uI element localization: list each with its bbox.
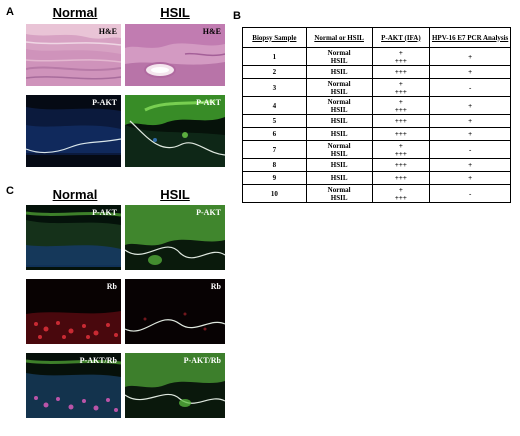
sample-cell: 10	[242, 184, 307, 203]
header-normal-or-hsil: Normal or HSIL	[305, 27, 373, 48]
c-hsil-rb-micrograph: Rb	[125, 279, 225, 344]
pakt-cell: + +++	[371, 184, 431, 203]
pakt-cell: +++	[371, 158, 431, 172]
c-normal-merge-micrograph: P-AKT/Rb	[26, 353, 121, 418]
sample-cell: 8	[242, 158, 307, 172]
panel-label-c: C	[6, 185, 14, 197]
table-row: 8 HSIL +++ +	[242, 158, 511, 172]
tissue-cell: HSIL	[305, 158, 373, 172]
header-biopsy-sample: Biopsy Sample	[242, 27, 307, 48]
c-normal-merge-label: P-AKT/Rb	[79, 356, 117, 365]
c-hsil-rb-label: Rb	[210, 282, 221, 291]
tissue-cell: Normal HSIL	[305, 184, 373, 203]
table-row: 5 HSIL +++ +	[242, 114, 511, 128]
panel-c-normal-heading: Normal	[52, 187, 98, 202]
pcr-cell: +	[429, 65, 511, 79]
pcr-cell: +	[429, 171, 511, 185]
panel-label-b: B	[233, 10, 241, 22]
tissue-cell: HSIL	[305, 127, 373, 141]
table-row: 2 HSIL +++ +	[242, 65, 511, 79]
sample-cell: 2	[242, 65, 307, 79]
tissue-cell: HSIL	[305, 114, 373, 128]
pakt-cell: + +++	[371, 78, 431, 97]
hsil-he-micrograph: H&E	[125, 24, 225, 86]
c-hsil-pakt-micrograph: P-AKT	[125, 205, 225, 270]
panel-label-a: A	[6, 6, 14, 18]
pcr-cell: +	[429, 96, 511, 115]
pakt-cell: +++	[371, 127, 431, 141]
table-row: 10 Normal HSIL + +++ -	[242, 184, 511, 203]
sample-cell: 9	[242, 171, 307, 185]
hsil-he-label: H&E	[202, 27, 221, 36]
pakt-cell: +++	[371, 171, 431, 185]
tissue-cell: HSIL	[305, 65, 373, 79]
pcr-cell: +	[429, 158, 511, 172]
sample-cell: 6	[242, 127, 307, 141]
pcr-cell: +	[429, 114, 511, 128]
pakt-cell: + +++	[371, 140, 431, 159]
normal-pakt-label: P-AKT	[92, 98, 117, 107]
table-row: 9 HSIL +++ +	[242, 171, 511, 185]
sample-cell: 1	[242, 47, 307, 66]
hsil-pakt-micrograph: P-AKT	[125, 95, 225, 167]
pcr-cell: -	[429, 140, 511, 159]
pcr-cell: +	[429, 127, 511, 141]
panel-a-hsil-heading: HSIL	[160, 5, 190, 20]
header-hpv-pcr: HPV-16 E7 PCR Analysis	[429, 27, 511, 48]
pakt-cell: +++	[371, 114, 431, 128]
sample-cell: 5	[242, 114, 307, 128]
normal-he-label: H&E	[98, 27, 117, 36]
tissue-cell: Normal HSIL	[305, 96, 373, 115]
c-hsil-merge-label: P-AKT/Rb	[183, 356, 221, 365]
sample-cell: 7	[242, 140, 307, 159]
c-normal-pakt-micrograph: P-AKT	[26, 205, 121, 270]
c-hsil-pakt-label: P-AKT	[196, 208, 221, 217]
c-normal-rb-label: Rb	[106, 282, 117, 291]
tissue-cell: HSIL	[305, 171, 373, 185]
c-hsil-merge-micrograph: P-AKT/Rb	[125, 353, 225, 418]
table-header-row: Biopsy Sample Normal or HSIL P-AKT (IFA)…	[242, 27, 511, 48]
pcr-cell: -	[429, 78, 511, 97]
tissue-cell: Normal HSIL	[305, 47, 373, 66]
table-row: 4 Normal HSIL + +++ +	[242, 96, 511, 115]
normal-he-micrograph: H&E	[26, 24, 121, 86]
sample-cell: 3	[242, 78, 307, 97]
panel-c-hsil-heading: HSIL	[160, 187, 190, 202]
hsil-pakt-label: P-AKT	[196, 98, 221, 107]
tissue-cell: Normal HSIL	[305, 78, 373, 97]
table-row: 7 Normal HSIL + +++ -	[242, 140, 511, 159]
normal-pakt-micrograph: P-AKT	[26, 95, 121, 167]
header-pakt-ifa: P-AKT (IFA)	[371, 27, 431, 48]
c-normal-pakt-label: P-AKT	[92, 208, 117, 217]
pakt-cell: + +++	[371, 96, 431, 115]
pakt-cell: + +++	[371, 47, 431, 66]
tissue-cell: Normal HSIL	[305, 140, 373, 159]
pcr-cell: -	[429, 184, 511, 203]
panel-a-normal-heading: Normal	[52, 5, 98, 20]
table-row: 1 Normal HSIL + +++ +	[242, 47, 511, 66]
pcr-cell: +	[429, 47, 511, 66]
table-row: 3 Normal HSIL + +++ -	[242, 78, 511, 97]
table-row: 6 HSIL +++ +	[242, 127, 511, 141]
biopsy-table: Biopsy Sample Normal or HSIL P-AKT (IFA)…	[242, 27, 511, 203]
c-normal-rb-micrograph: Rb	[26, 279, 121, 344]
sample-cell: 4	[242, 96, 307, 115]
pakt-cell: +++	[371, 65, 431, 79]
